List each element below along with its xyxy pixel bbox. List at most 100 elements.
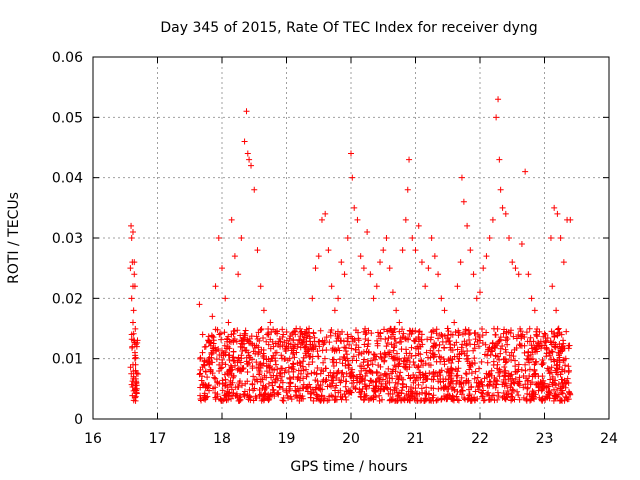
data-point — [218, 397, 225, 404]
data-point — [412, 377, 419, 384]
data-point — [299, 363, 306, 370]
data-point — [345, 390, 352, 397]
data-point — [466, 360, 473, 367]
data-point — [420, 362, 427, 369]
data-point — [436, 341, 443, 348]
data-point — [344, 331, 351, 338]
data-point — [484, 352, 491, 359]
data-point — [411, 337, 418, 344]
data-point — [541, 342, 548, 349]
data-point — [257, 376, 264, 383]
data-point — [277, 343, 284, 350]
data-point — [355, 351, 362, 358]
data-point — [214, 326, 221, 333]
data-point — [370, 385, 377, 392]
data-point — [565, 363, 572, 370]
data-point — [256, 387, 263, 394]
data-point — [392, 354, 399, 361]
data-point — [131, 337, 138, 344]
y-tick-label: 0.06 — [52, 50, 83, 66]
data-point — [494, 389, 501, 396]
data-point — [537, 378, 544, 385]
data-point — [491, 344, 498, 351]
data-point — [209, 359, 216, 366]
data-point — [470, 347, 477, 354]
data-point — [130, 387, 137, 394]
data-point — [298, 328, 305, 335]
data-point — [316, 343, 323, 350]
data-point — [496, 337, 503, 344]
data-point — [515, 380, 522, 387]
data-point — [318, 216, 325, 223]
data-point — [267, 319, 274, 326]
data-point — [549, 381, 556, 388]
data-point — [428, 235, 435, 241]
data-point — [502, 337, 509, 344]
data-point — [490, 358, 497, 365]
data-point — [503, 358, 510, 365]
data-point — [212, 283, 219, 290]
data-point — [468, 370, 475, 377]
data-point — [477, 289, 483, 296]
data-point — [345, 357, 352, 364]
data-point — [396, 319, 403, 326]
data-point — [360, 359, 367, 366]
data-point — [236, 396, 243, 403]
data-point — [304, 332, 311, 339]
data-point — [468, 397, 475, 404]
data-point — [327, 332, 334, 339]
data-point — [325, 247, 332, 254]
data-point — [268, 374, 275, 381]
data-point — [319, 378, 326, 385]
data-point — [317, 370, 324, 377]
data-point — [381, 326, 388, 333]
data-point — [400, 381, 407, 388]
data-point — [313, 391, 320, 398]
data-point — [353, 342, 360, 349]
data-point — [403, 383, 410, 390]
data-point — [209, 313, 216, 320]
data-point — [389, 375, 396, 382]
data-point — [548, 369, 555, 376]
data-point — [234, 327, 241, 334]
data-point — [322, 365, 329, 372]
data-point — [362, 331, 369, 338]
data-point — [510, 387, 517, 394]
data-point — [506, 235, 513, 241]
data-point — [562, 362, 569, 369]
data-point — [448, 360, 455, 367]
data-point — [385, 365, 392, 372]
data-point — [327, 369, 334, 376]
data-point — [216, 380, 223, 387]
data-point — [499, 342, 506, 349]
data-point — [418, 259, 425, 266]
data-point — [422, 283, 429, 290]
data-point — [321, 395, 328, 402]
data-point — [547, 235, 554, 241]
data-point — [349, 380, 356, 387]
data-point — [559, 366, 566, 373]
data-point — [386, 397, 393, 404]
x-tick-label: 17 — [149, 431, 167, 447]
data-point — [549, 373, 556, 380]
y-tick-label: 0.02 — [52, 291, 83, 307]
data-point — [500, 330, 507, 337]
data-point — [279, 385, 286, 392]
data-point — [453, 373, 460, 380]
data-point — [549, 349, 556, 356]
data-point — [295, 374, 302, 381]
data-point — [354, 375, 361, 382]
data-point — [294, 360, 301, 367]
data-point — [520, 384, 527, 391]
data-point — [483, 253, 490, 260]
data-point — [431, 253, 438, 260]
data-point — [197, 354, 204, 361]
data-point — [380, 376, 387, 383]
data-point — [446, 392, 453, 399]
data-point — [566, 342, 573, 349]
data-point — [260, 350, 267, 357]
data-point — [496, 373, 503, 380]
data-point — [393, 339, 400, 346]
data-point — [479, 339, 486, 346]
data-point — [243, 108, 250, 115]
